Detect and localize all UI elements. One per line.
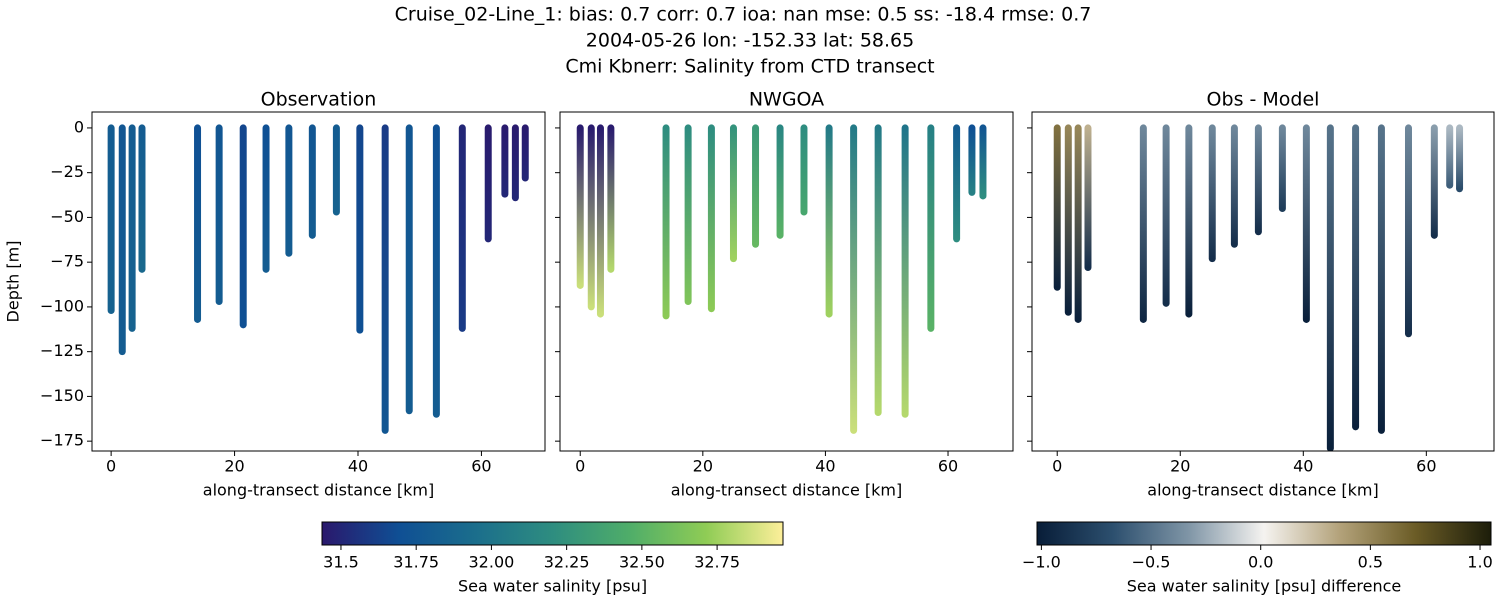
x-tick-label: 0 [106,457,116,476]
colorbar-tick-label: 32.00 [469,553,515,572]
y-tick-label: −125 [40,341,84,360]
figure-title: Cruise_02-Line_1: bias: 0.7 corr: 0.7 io… [395,4,1092,26]
x-tick-label: 60 [938,457,958,476]
x-tick-label: 60 [1416,457,1436,476]
y-tick-label: −25 [50,162,84,181]
colorbar-tick-label: 31.5 [323,553,359,572]
colorbar-tick-label: 1.0 [1467,553,1492,572]
y-tick-label: −150 [40,386,84,405]
x-tick-label: 40 [348,457,368,476]
x-tick-label: 0 [1052,457,1062,476]
x-tick-label: 0 [575,457,585,476]
figure-title: Cmi Kbnerr: Salinity from CTD transect [565,56,934,78]
colorbar-tick-label: 0.5 [1358,553,1383,572]
x-tick-label: 20 [693,457,713,476]
y-axis-label: Depth [m] [4,241,23,323]
x-tick-label: 20 [224,457,244,476]
colorbar-tick-label: 31.75 [393,553,439,572]
y-tick-label: 0 [74,117,84,136]
colorbar-tick-label: 32.50 [619,553,665,572]
x-tick-label: 20 [1170,457,1190,476]
x-axis-label: along-transect distance [km] [1147,481,1378,500]
axes-frame [1031,111,1495,452]
colorbar [1036,521,1492,546]
x-tick-label: 60 [471,457,491,476]
y-tick-label: −175 [40,431,84,450]
y-tick-label: −50 [50,207,84,226]
colorbar-tick-label: 32.25 [544,553,590,572]
axes-frame [559,111,1014,452]
panel-title: Observation [261,89,377,111]
x-tick-label: 40 [815,457,835,476]
figure-title: 2004-05-26 lon: -152.33 lat: 58.65 [586,30,914,52]
x-axis-label: along-transect distance [km] [203,481,434,500]
colorbar-tick-label: 0.0 [1248,553,1273,572]
x-axis-label: along-transect distance [km] [671,481,902,500]
colorbar-label: Sea water salinity [psu] difference [1127,577,1402,596]
colorbar-tick-label: −1.0 [1022,553,1061,572]
axes-frame [91,111,546,452]
colorbar-label: Sea water salinity [psu] [458,577,647,596]
y-tick-label: −75 [50,252,84,271]
y-tick-label: −100 [40,296,84,315]
panel-title: NWGOA [749,89,824,111]
colorbar-tick-label: −0.5 [1132,553,1171,572]
colorbar [321,521,784,546]
panel-title: Obs - Model [1207,89,1320,111]
x-tick-label: 40 [1293,457,1313,476]
colorbar-tick-label: 32.75 [694,553,740,572]
